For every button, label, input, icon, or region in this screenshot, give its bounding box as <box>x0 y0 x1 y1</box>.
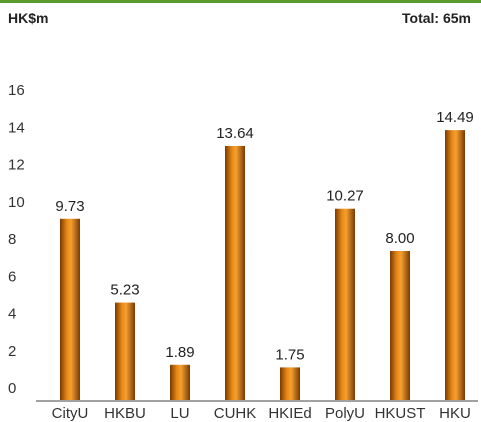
bar <box>445 130 465 400</box>
total-label: Total: 65m <box>402 10 471 26</box>
y-tick-label: 8 <box>8 231 16 248</box>
bar <box>170 364 190 400</box>
y-tick-label: 12 <box>8 157 25 174</box>
bar-value-label: 14.49 <box>436 109 474 126</box>
y-tick-label: 10 <box>8 194 25 211</box>
bar <box>335 208 355 400</box>
bar-value-label: 1.89 <box>165 344 194 361</box>
top-rule <box>0 0 481 3</box>
bar-value-label: 13.64 <box>216 125 254 142</box>
y-tick-label: 0 <box>8 380 16 397</box>
y-tick-label: 6 <box>8 268 16 285</box>
x-tick-label: LU <box>170 405 189 422</box>
unit-label: HK$m <box>8 10 49 26</box>
y-tick-label: 14 <box>8 119 25 136</box>
bar-value-label: 10.27 <box>326 188 364 205</box>
x-tick-label: CityU <box>52 405 89 422</box>
x-tick-label: PolyU <box>325 405 365 422</box>
x-tick-label: HKBU <box>104 405 146 422</box>
x-tick-label: CUHK <box>214 405 257 422</box>
bar <box>280 367 300 400</box>
bar-value-label: 9.73 <box>55 198 84 215</box>
y-tick-label: 16 <box>8 82 25 99</box>
bar <box>390 251 410 400</box>
bar <box>225 145 245 400</box>
bar <box>115 302 135 400</box>
bar-value-label: 8.00 <box>385 230 414 247</box>
bar <box>60 218 80 400</box>
y-tick-label: 2 <box>8 343 16 360</box>
x-tick-label: HKUST <box>375 405 426 422</box>
x-tick-label: HKIEd <box>268 405 311 422</box>
bar-value-label: 1.75 <box>275 346 304 363</box>
y-tick-label: 4 <box>8 306 16 323</box>
bar-value-label: 5.23 <box>110 282 139 299</box>
x-tick-label: HKU <box>439 405 471 422</box>
